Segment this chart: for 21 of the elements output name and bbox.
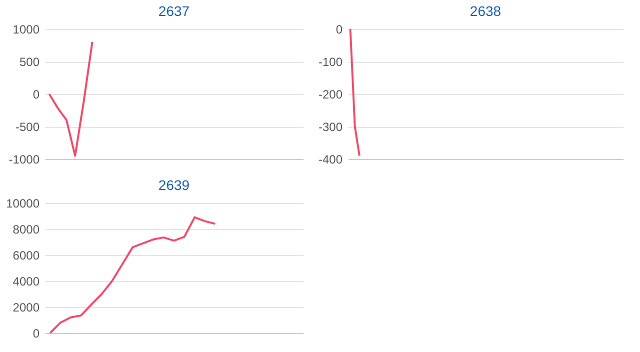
y-tick-label: 0	[336, 22, 343, 36]
chart-title: 2639	[158, 177, 190, 193]
y-tick-label: 8000	[12, 222, 40, 236]
line-series	[48, 41, 94, 157]
y-tick-label: 0	[32, 326, 40, 340]
line-series	[49, 216, 216, 334]
y-tick-label: 0	[32, 88, 40, 102]
y-tick-label: 2000	[12, 300, 40, 314]
y-tick-label: -1000	[8, 152, 40, 166]
y-tick-label: -300	[318, 120, 343, 134]
y-tick-label: 500	[19, 55, 40, 69]
y-tick-label: -200	[318, 88, 343, 102]
chart-title: 2637	[158, 3, 190, 19]
y-tick-label: -400	[318, 152, 343, 166]
chart-title: 2638	[470, 3, 502, 19]
y-tick-label: -100	[318, 55, 343, 69]
y-tick-label: -500	[15, 120, 40, 134]
y-tick-label: 6000	[12, 248, 40, 262]
y-tick-label: 4000	[12, 274, 40, 288]
y-tick-label: 10000	[6, 196, 40, 210]
y-tick-label: 1000	[12, 22, 40, 36]
